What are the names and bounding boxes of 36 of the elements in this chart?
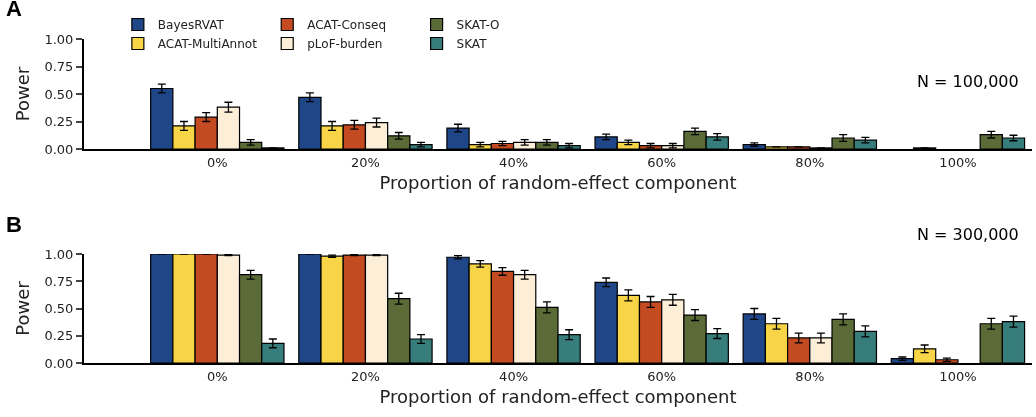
- x-tick-label: 60%: [647, 368, 677, 384]
- y-axis-title: Power: [12, 280, 34, 336]
- y-tick-label: 1.00: [44, 31, 74, 47]
- y-tick-label: 0.75: [44, 59, 74, 75]
- chart-title: A: [6, 0, 22, 21]
- legend-label: SKAT: [456, 37, 488, 52]
- x-tick-label: 40%: [499, 368, 529, 384]
- x-tick-label: 20%: [350, 154, 380, 170]
- legend-label: SKAT-O: [456, 18, 500, 33]
- annotation: N = 100,000: [917, 72, 1019, 91]
- y-tick-label: 0.50: [44, 301, 74, 317]
- text: N = 300,000: [917, 225, 1019, 244]
- x-tick-label: 100%: [939, 368, 977, 384]
- y-tick-label: 1.00: [44, 246, 74, 262]
- x-tick-label: 20%: [350, 368, 380, 384]
- x-tick-label: 80%: [795, 154, 825, 170]
- legend-label: BayesRVAT: [157, 18, 225, 33]
- y-tick-label: 0.25: [44, 114, 74, 130]
- legend-label: pLoF-burden: [307, 37, 383, 52]
- y-tick-label: 0.75: [44, 273, 74, 289]
- chart-title: B: [6, 212, 22, 237]
- legend-label: ACAT-MultiAnnot: [157, 37, 258, 52]
- x-tick-label: 0%: [207, 368, 228, 384]
- y-tick-label: 0.50: [44, 86, 74, 102]
- y-tick-label: 0.00: [44, 355, 74, 371]
- y-tick-label: 0.00: [44, 141, 74, 157]
- y-axis-title: Power: [12, 66, 34, 122]
- legend-label: ACAT-Conseq: [307, 18, 387, 33]
- x-tick-label: 60%: [647, 154, 677, 170]
- y-tick-label: 0.25: [44, 328, 74, 344]
- x-tick-label: 100%: [939, 154, 977, 170]
- x-axis-title: Proportion of random-effect component: [379, 386, 737, 408]
- x-tick-label: 80%: [795, 368, 825, 384]
- x-tick-label: 0%: [207, 154, 228, 170]
- x-tick-label: 40%: [499, 154, 529, 170]
- x-axis-title: Proportion of random-effect component: [379, 172, 737, 194]
